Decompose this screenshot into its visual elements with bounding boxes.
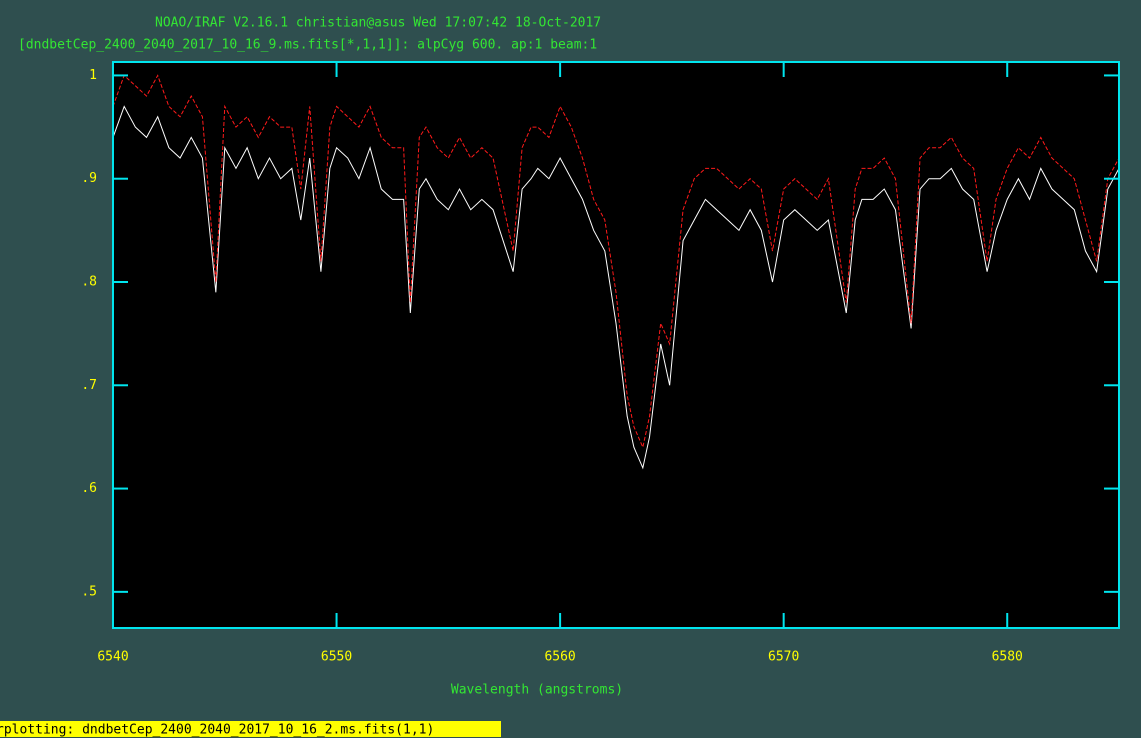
plot-area bbox=[113, 62, 1119, 628]
chart-title: NOAO/IRAF V2.16.1 christian@asus Wed 17:… bbox=[155, 16, 601, 31]
status-text: rplotting: dndbetCep_2400_2040_2017_10_1… bbox=[0, 723, 434, 738]
x-tick-label: 6580 bbox=[992, 650, 1023, 665]
spectrum-line bbox=[112, 74, 1120, 449]
y-tick-label: .7 bbox=[81, 378, 97, 393]
series-layer bbox=[112, 74, 1120, 470]
y-tick-label: .9 bbox=[81, 171, 97, 186]
x-tick-label: 6540 bbox=[97, 650, 128, 665]
y-tick-label: .5 bbox=[81, 584, 97, 599]
chart-subtitle: [dndbetCep_2400_2040_2017_10_16_9.ms.fit… bbox=[18, 38, 597, 53]
x-tick-label: 6570 bbox=[768, 650, 799, 665]
y-tick-label: 1 bbox=[89, 68, 97, 83]
spectrum-line bbox=[112, 105, 1120, 470]
x-tick-label: 6550 bbox=[321, 650, 352, 665]
axis-frame bbox=[112, 61, 1120, 629]
status-bar bbox=[0, 721, 501, 737]
x-tick-label: 6560 bbox=[544, 650, 575, 665]
y-tick-label: .6 bbox=[81, 481, 97, 496]
y-tick-label: .8 bbox=[81, 274, 97, 289]
x-axis-label: Wavelength (angstroms) bbox=[451, 683, 623, 698]
